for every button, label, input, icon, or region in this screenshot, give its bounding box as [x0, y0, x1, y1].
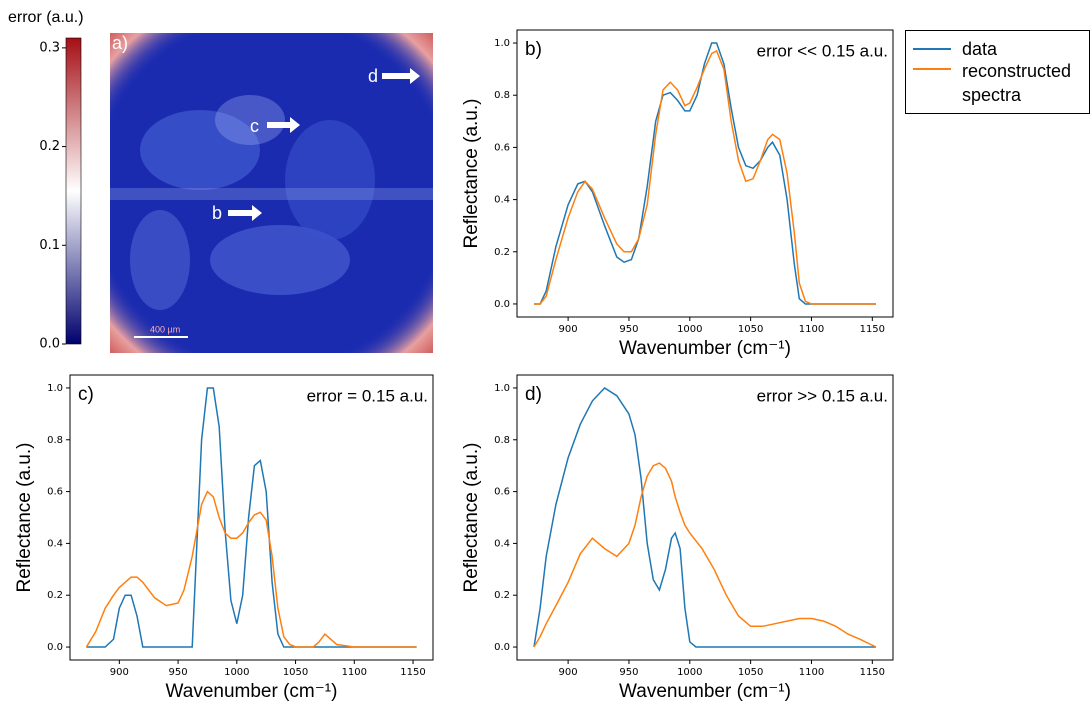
legend-label: data — [962, 39, 998, 59]
panel-label: c) — [78, 384, 94, 405]
x-tick-label: 900 — [559, 667, 578, 678]
y-tick-label: 0.6 — [494, 487, 510, 498]
colorbar-tick-label: 0.0 — [39, 337, 60, 352]
x-tick-label: 1000 — [677, 324, 702, 335]
x-tick-label: 1100 — [342, 667, 367, 678]
legend-label: reconstructed spectra — [962, 61, 1072, 105]
heatmap-annotation: a) — [112, 33, 128, 53]
x-tick-label: 1050 — [738, 324, 763, 335]
plot-frame — [516, 374, 894, 661]
y-tick-label: 0.2 — [494, 590, 510, 601]
series-line — [85, 490, 417, 648]
plot-frame — [69, 374, 434, 661]
heatmap-image — [110, 33, 433, 353]
y-tick-label: 0.2 — [494, 247, 510, 258]
y-axis-label: Reflectance (a.u.) — [461, 443, 482, 593]
y-axis-label: Reflectance (a.u.) — [14, 443, 35, 593]
y-tick-label: 1.0 — [494, 38, 510, 49]
panel-label: b) — [525, 39, 542, 60]
y-tick-label: 0.0 — [494, 299, 510, 310]
panel-annotation: error = 0.15 a.u. — [307, 386, 428, 405]
panel-annotation: error >> 0.15 a.u. — [757, 386, 888, 405]
x-tick-label: 900 — [559, 324, 578, 335]
x-tick-label: 1000 — [677, 667, 702, 678]
panel-label: d) — [525, 384, 542, 405]
x-tick-label: 1100 — [799, 324, 824, 335]
x-tick-label: 950 — [619, 324, 638, 335]
x-tick-label: 1150 — [400, 667, 425, 678]
legend-swatch — [913, 48, 951, 50]
colorbar-tick-label: 0.3 — [39, 40, 60, 55]
legend: data reconstructed spectra — [905, 30, 1090, 114]
x-tick-label: 1150 — [860, 667, 885, 678]
y-tick-label: 0.4 — [494, 195, 510, 206]
y-tick-label: 1.0 — [494, 383, 510, 394]
colorbar-tick-label: 0.2 — [39, 139, 60, 154]
series-line — [533, 387, 876, 648]
y-axis-label: Reflectance (a.u.) — [461, 99, 482, 249]
x-tick-label: 1050 — [738, 667, 763, 678]
x-axis-label: Wavenumber (cm⁻¹) — [619, 681, 791, 702]
series-line — [534, 49, 876, 305]
colorbar-label: error (a.u.) — [8, 9, 84, 26]
y-tick-label: 0.8 — [494, 435, 510, 446]
x-axis-label: Wavenumber (cm⁻¹) — [619, 338, 791, 359]
y-tick-label: 1.0 — [47, 383, 63, 394]
series-line — [534, 42, 876, 305]
x-tick-label: 1050 — [283, 667, 308, 678]
y-tick-label: 0.6 — [47, 487, 63, 498]
heatmap-annotation: 400 µm — [150, 324, 180, 334]
heatmap-annotation: c — [250, 116, 259, 136]
x-tick-label: 900 — [110, 667, 129, 678]
panel-annotation: error << 0.15 a.u. — [757, 41, 888, 60]
y-tick-label: 0.4 — [47, 538, 63, 549]
y-tick-label: 0.8 — [494, 90, 510, 101]
series-line — [533, 462, 877, 648]
x-tick-label: 1150 — [860, 324, 885, 335]
heatmap-annotation: b — [212, 203, 222, 223]
x-tick-label: 1000 — [224, 667, 249, 678]
y-tick-label: 0.2 — [47, 590, 63, 601]
series-line — [86, 387, 417, 648]
x-axis-label: Wavenumber (cm⁻¹) — [166, 681, 338, 702]
y-tick-label: 0.4 — [494, 538, 510, 549]
y-tick-label: 0.0 — [47, 642, 63, 653]
x-tick-label: 950 — [169, 667, 188, 678]
y-tick-label: 0.8 — [47, 435, 63, 446]
x-tick-label: 1100 — [799, 667, 824, 678]
colorbar-tick-label: 0.1 — [39, 238, 60, 253]
heatmap-annotation: d — [368, 66, 378, 86]
legend-swatch — [913, 68, 951, 70]
y-tick-label: 0.6 — [494, 142, 510, 153]
arrows — [228, 68, 420, 221]
plot-frame — [516, 29, 894, 318]
x-tick-label: 950 — [619, 667, 638, 678]
y-tick-label: 0.0 — [494, 642, 510, 653]
colorbar — [65, 37, 82, 345]
